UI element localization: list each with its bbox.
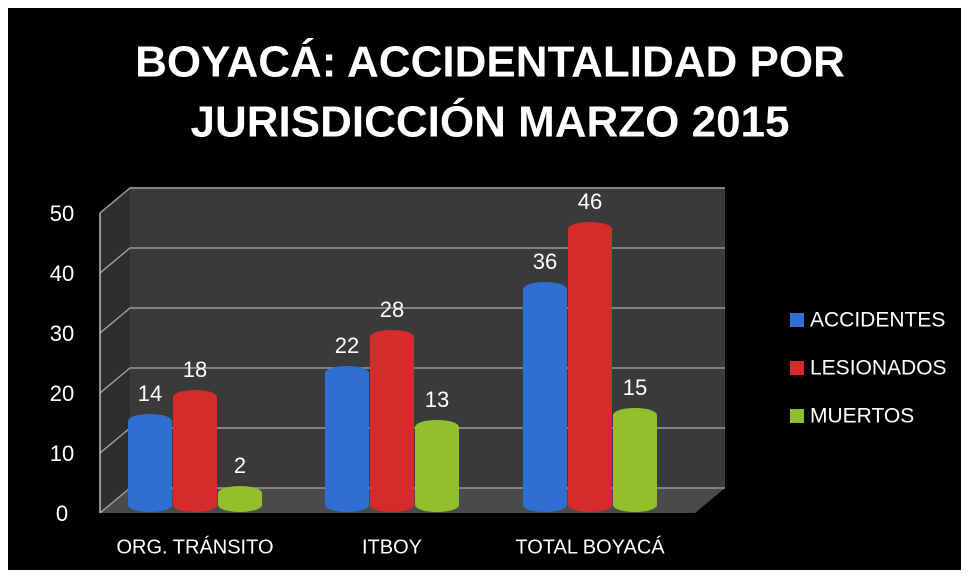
bar (325, 373, 369, 512)
legend-label: LESIONADOS (810, 357, 947, 380)
side-wall (100, 187, 130, 513)
grid-line (99, 247, 725, 274)
data-label: 14 (138, 381, 162, 406)
bar (523, 289, 567, 512)
x-tick-label: ORG. TRÁNSITO (116, 535, 273, 558)
bar-top (218, 486, 262, 500)
y-tick-label: 50 (50, 201, 74, 226)
bar (415, 427, 459, 512)
bar-top (613, 408, 657, 422)
bar (128, 421, 172, 512)
data-label: 46 (578, 189, 602, 214)
legend-swatch (790, 409, 804, 423)
data-label: 15 (623, 375, 647, 400)
chart-title: BOYACÁ: ACCIDENTALIDAD POR (135, 37, 845, 87)
bar (173, 397, 217, 512)
bar-top (523, 282, 567, 296)
x-tick-label: TOTAL BOYACÁ (515, 535, 665, 558)
data-label: 36 (533, 249, 557, 274)
y-tick-label: 0 (56, 501, 68, 526)
y-tick-label: 40 (50, 261, 74, 286)
legend-swatch (790, 313, 804, 327)
data-label: 2 (234, 453, 246, 478)
data-label: 28 (380, 297, 404, 322)
data-label: 13 (425, 387, 449, 412)
grid-line (99, 187, 725, 214)
bar (370, 337, 414, 512)
y-tick-label: 10 (50, 441, 74, 466)
data-label: 22 (335, 333, 359, 358)
y-tick-label: 20 (50, 381, 74, 406)
bar-top (173, 390, 217, 404)
y-tick-label: 30 (50, 321, 74, 346)
bar-top (370, 330, 414, 344)
data-label: 18 (183, 357, 207, 382)
bar-top (325, 366, 369, 380)
bar-top (128, 414, 172, 428)
bar (568, 229, 612, 512)
legend-label: ACCIDENTES (810, 309, 945, 332)
x-tick-label: ITBOY (362, 536, 422, 558)
legend-swatch (790, 361, 804, 375)
bar (613, 415, 657, 512)
chart-title: JURISDICCIÓN MARZO 2015 (190, 97, 789, 147)
legend-label: MUERTOS (810, 405, 914, 428)
bar-top (415, 420, 459, 434)
bar-top (568, 222, 612, 236)
